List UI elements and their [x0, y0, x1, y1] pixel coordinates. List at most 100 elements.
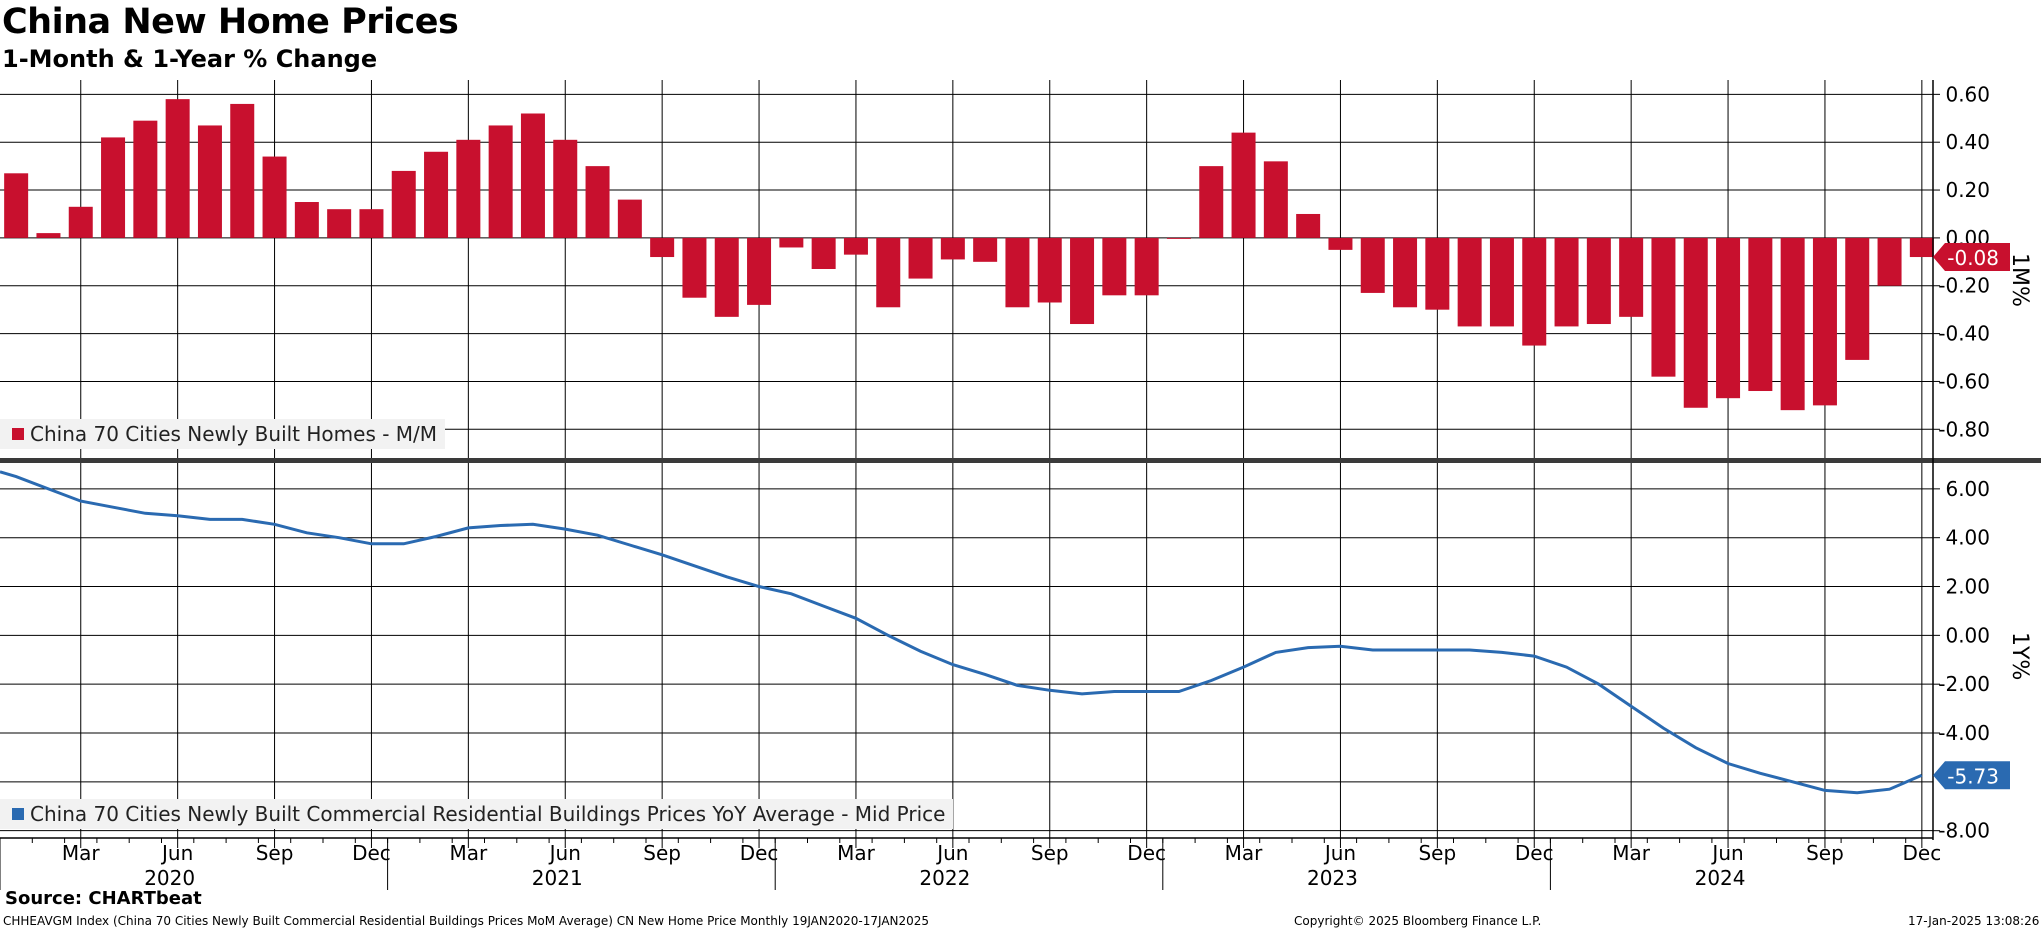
line-yoy: [0, 470, 1923, 795]
bar-mom: [1037, 237, 1062, 303]
bar-mom: [1748, 237, 1773, 392]
ytick-label-bottom: 0.00: [1945, 623, 1990, 647]
bar-mom: [682, 237, 707, 298]
bar-mom: [1457, 237, 1482, 327]
bar-mom: [101, 137, 126, 238]
xtick-month-label: Dec: [1127, 841, 1166, 865]
bar-mom: [779, 237, 804, 248]
ticker-note: CHHEAVGM Index (China 70 Cities Newly Bu…: [3, 914, 930, 928]
bar-mom: [424, 151, 449, 238]
ytick-label-top: 0.60: [1945, 82, 1990, 106]
bar-mom: [1716, 237, 1741, 399]
y-axis-label-top: 1M%: [2007, 253, 2032, 307]
bar-mom: [1812, 237, 1837, 406]
bar-mom: [456, 139, 481, 238]
bar-mom: [1005, 237, 1030, 308]
xtick-month-label: Dec: [1515, 841, 1554, 865]
bar-mom: [391, 170, 416, 238]
panel-separator: [0, 458, 2041, 463]
source-note: Source: CHARTbeat: [5, 888, 202, 909]
y-axis-label-bottom: 1Y%: [2007, 632, 2032, 680]
bar-mom: [1877, 237, 1902, 286]
legend-swatch-yoy: [12, 808, 24, 820]
legend-mom: China 70 Cities Newly Built Homes - M/M: [0, 419, 446, 449]
bar-mom: [1651, 237, 1676, 377]
bar-mom: [1231, 132, 1256, 238]
bar-mom: [811, 237, 836, 269]
bar-mom: [36, 233, 61, 238]
ytick-label-top: 0.40: [1945, 130, 1990, 154]
ytick-label-top: -0.60: [1938, 369, 1990, 393]
bar-mom: [1296, 213, 1321, 238]
bar-mom: [520, 113, 545, 238]
axes: [0, 80, 2041, 890]
xtick-year-label: 2022: [919, 866, 970, 890]
chart-subtitle: 1-Month & 1-Year % Change: [2, 45, 378, 73]
xtick-year-label: 2020: [144, 866, 195, 890]
last-value-mom-shape: [1933, 243, 2010, 272]
bar-mom: [1845, 237, 1870, 360]
ytick-label-top: 0.20: [1945, 178, 1990, 202]
xtick-month-label: Dec: [352, 841, 391, 865]
bar-mom: [973, 237, 998, 262]
timestamp-note: 17-Jan-2025 13:08:26: [1908, 914, 2040, 928]
bar-mom: [4, 173, 29, 238]
chart-title: China New Home Prices: [2, 2, 459, 42]
bar-mom: [1360, 237, 1385, 293]
bar-mom: [359, 209, 384, 238]
ytick-label-top: -0.20: [1938, 274, 1990, 298]
bar-mom: [1102, 237, 1127, 296]
bar-mom: [1425, 237, 1450, 310]
copyright-note: Copyright© 2025 Bloomberg Finance L.P.: [1294, 914, 1542, 928]
xtick-month-label: Sep: [1031, 841, 1069, 865]
xtick-year-label: 2024: [1695, 866, 1746, 890]
bar-mom: [1328, 237, 1353, 250]
bar-mom: [1619, 237, 1644, 317]
bar-mom: [294, 202, 319, 238]
bar-mom: [843, 237, 868, 255]
mom-bar-series: [4, 99, 1934, 411]
xtick-month-label: Jun: [548, 841, 581, 865]
bar-mom: [1909, 237, 1934, 258]
xtick-month-label: Mar: [449, 841, 488, 865]
xtick-month-label: Sep: [1806, 841, 1844, 865]
legend-label-yoy: China 70 Cities Newly Built Commercial R…: [30, 802, 946, 826]
xtick-month-label: Jun: [1710, 841, 1743, 865]
bar-mom: [908, 237, 933, 279]
xtick-month-label: Mar: [1612, 841, 1651, 865]
bar-mom: [650, 237, 675, 258]
axis-labels: 0.60 0.40 0.20 0.00 -0.20 -0.40 -0.60 -0.80 6.00…: [62, 82, 2032, 890]
xtick-month-label: Mar: [62, 841, 101, 865]
bar-mom: [553, 139, 578, 238]
last-value-yoy: -5.73: [1933, 761, 2010, 790]
bar-mom: [488, 125, 513, 238]
ytick-label-bottom: -2.00: [1938, 672, 1990, 696]
bar-mom: [1070, 237, 1095, 325]
bar-mom: [1199, 166, 1224, 238]
bar-mom: [617, 199, 642, 238]
xtick-month-label: Dec: [740, 841, 779, 865]
xtick-month-label: Jun: [1323, 841, 1356, 865]
bar-mom: [1489, 237, 1514, 327]
bar-mom: [876, 237, 901, 308]
ytick-label-bottom: 2.00: [1945, 575, 1990, 599]
xtick-year-label: 2021: [532, 866, 583, 890]
xtick-month-label: Jun: [935, 841, 968, 865]
bar-mom: [1166, 237, 1191, 239]
bar-mom: [1780, 237, 1805, 411]
ytick-label-top: -0.40: [1938, 322, 1990, 346]
bar-mom: [327, 209, 352, 238]
legend-swatch-mom: [12, 428, 24, 440]
bar-mom: [197, 125, 222, 238]
xtick-month-label: Mar: [837, 841, 876, 865]
bar-mom: [68, 206, 93, 238]
xtick-month-label: Sep: [643, 841, 681, 865]
yoy-line-series: [0, 470, 1923, 795]
last-value-mom: -0.08: [1933, 243, 2010, 272]
ytick-label-bottom: 4.00: [1945, 526, 1990, 550]
xtick-year-label: 2023: [1307, 866, 1358, 890]
ytick-label-top: -0.80: [1938, 417, 1990, 441]
bar-mom: [1522, 237, 1547, 346]
ytick-label-bottom: -8.00: [1938, 819, 1990, 843]
